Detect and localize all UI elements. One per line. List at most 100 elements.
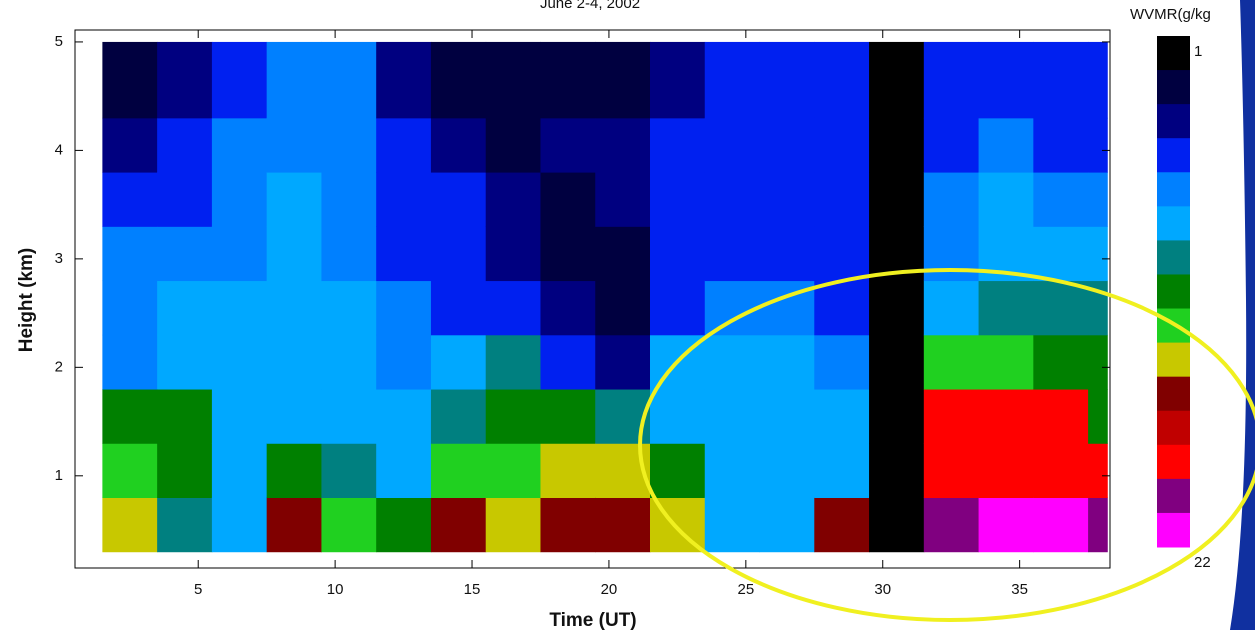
heatmap-cell xyxy=(321,280,377,336)
heatmap-cell xyxy=(157,334,213,390)
heatmap-cell xyxy=(430,41,487,119)
x-axis-label: Time (UT) xyxy=(549,610,636,630)
heatmap-cell xyxy=(704,280,761,336)
heatmap-cell xyxy=(157,226,213,282)
heatmap-cell xyxy=(759,117,815,173)
heatmap-cell xyxy=(376,41,432,119)
heatmap-cell xyxy=(102,497,158,553)
colorbar-swatch xyxy=(1157,444,1190,480)
heatmap-cell xyxy=(540,117,596,173)
heatmap-cell xyxy=(485,334,541,390)
heatmap-cell xyxy=(923,497,980,553)
heatmap-cell xyxy=(157,172,213,227)
heatmap-cell xyxy=(485,117,541,173)
heatmap-cell xyxy=(869,117,925,173)
colorbar-swatch xyxy=(1157,206,1190,241)
heatmap-cell xyxy=(157,389,213,444)
colorbar-swatch xyxy=(1157,104,1190,139)
heatmap-cell xyxy=(814,226,870,282)
heatmap-cell xyxy=(650,443,706,498)
heatmap-cell xyxy=(376,280,432,336)
heatmap-cell xyxy=(1088,172,1108,227)
heatmap-cell xyxy=(485,172,541,227)
heatmap-cell xyxy=(211,497,268,553)
heatmap-cell xyxy=(540,280,596,336)
heatmap-cell xyxy=(376,389,432,444)
heatmap-cell xyxy=(376,443,432,498)
colorbar-swatch xyxy=(1157,478,1190,514)
colorbar-swatch xyxy=(1157,240,1190,275)
y-tick-label: 1 xyxy=(55,467,63,484)
colorbar-swatch xyxy=(1157,36,1190,71)
heatmap-cell xyxy=(869,443,925,498)
heatmap-cell xyxy=(540,443,596,498)
heatmap-cell xyxy=(540,172,596,227)
colorbar-tick-label: 22 xyxy=(1194,554,1211,571)
heatmap-cell xyxy=(759,226,815,282)
heatmap-cell xyxy=(266,280,322,336)
heatmap-cell xyxy=(376,497,432,553)
heatmap-cell xyxy=(266,117,322,173)
heatmap-cell xyxy=(814,117,870,173)
heatmap-cell xyxy=(157,41,213,119)
heatmap-cell xyxy=(1088,334,1108,390)
x-tick-label: 5 xyxy=(194,581,202,598)
colorbar-title: WVMR(g/kg xyxy=(1130,6,1211,23)
heatmap-cell xyxy=(650,41,706,119)
heatmap-cell xyxy=(923,226,980,282)
heatmap-cell xyxy=(759,443,815,498)
heatmap-cell xyxy=(430,389,487,444)
heatmap-cell xyxy=(814,280,870,336)
heatmap-cell xyxy=(266,226,322,282)
heatmap-cell xyxy=(704,334,761,390)
heatmap-cell xyxy=(1033,497,1089,553)
colorbar-tick-label: 1 xyxy=(1194,43,1202,60)
heatmap-cell xyxy=(978,334,1034,390)
heatmap-cell xyxy=(1088,443,1108,498)
heatmap-cell xyxy=(923,389,980,444)
heatmap-cell xyxy=(1033,41,1089,119)
heatmap-cell xyxy=(485,41,541,119)
heatmap-cell xyxy=(211,280,268,336)
heatmap-cell xyxy=(650,280,706,336)
heatmap-cell xyxy=(704,497,761,553)
heatmap-cell xyxy=(595,226,651,282)
heatmap-cell xyxy=(376,226,432,282)
heatmap-cell xyxy=(978,41,1034,119)
heatmap-cell xyxy=(211,443,268,498)
heatmap-cell xyxy=(869,389,925,444)
heatmap-cell xyxy=(211,226,268,282)
heatmap-cell xyxy=(595,280,651,336)
heatmap-cell xyxy=(266,334,322,390)
heatmap-cell xyxy=(430,334,487,390)
heatmap-cell xyxy=(157,443,213,498)
heatmap-cell xyxy=(157,280,213,336)
heatmap-cell xyxy=(595,117,651,173)
chart-title: June 2-4, 2002 xyxy=(540,0,640,12)
heatmap-cell xyxy=(321,226,377,282)
heatmap-cell xyxy=(102,226,158,282)
heatmap-cell xyxy=(759,41,815,119)
heatmap-cell xyxy=(650,389,706,444)
heatmap-cell xyxy=(102,41,158,119)
heatmap-cell xyxy=(485,497,541,553)
heatmap-cell xyxy=(759,334,815,390)
heatmap-cell xyxy=(814,389,870,444)
heatmap-cell xyxy=(1033,172,1089,227)
heatmap-cell xyxy=(321,41,377,119)
heatmap-cell xyxy=(869,280,925,336)
heatmap-cell xyxy=(1088,389,1108,444)
y-tick-label: 5 xyxy=(55,33,63,50)
x-tick-label: 20 xyxy=(601,581,618,598)
highlight-ellipse xyxy=(638,268,1255,622)
heatmap-cell xyxy=(102,280,158,336)
heatmap-cell xyxy=(540,41,596,119)
x-tick-label: 25 xyxy=(737,581,754,598)
colorbar-swatch xyxy=(1157,512,1190,548)
heatmap-cell xyxy=(1033,334,1089,390)
heatmap-cell xyxy=(485,389,541,444)
heatmap-cell xyxy=(430,226,487,282)
heatmap-cell xyxy=(157,117,213,173)
colorbar-swatch xyxy=(1157,274,1190,310)
